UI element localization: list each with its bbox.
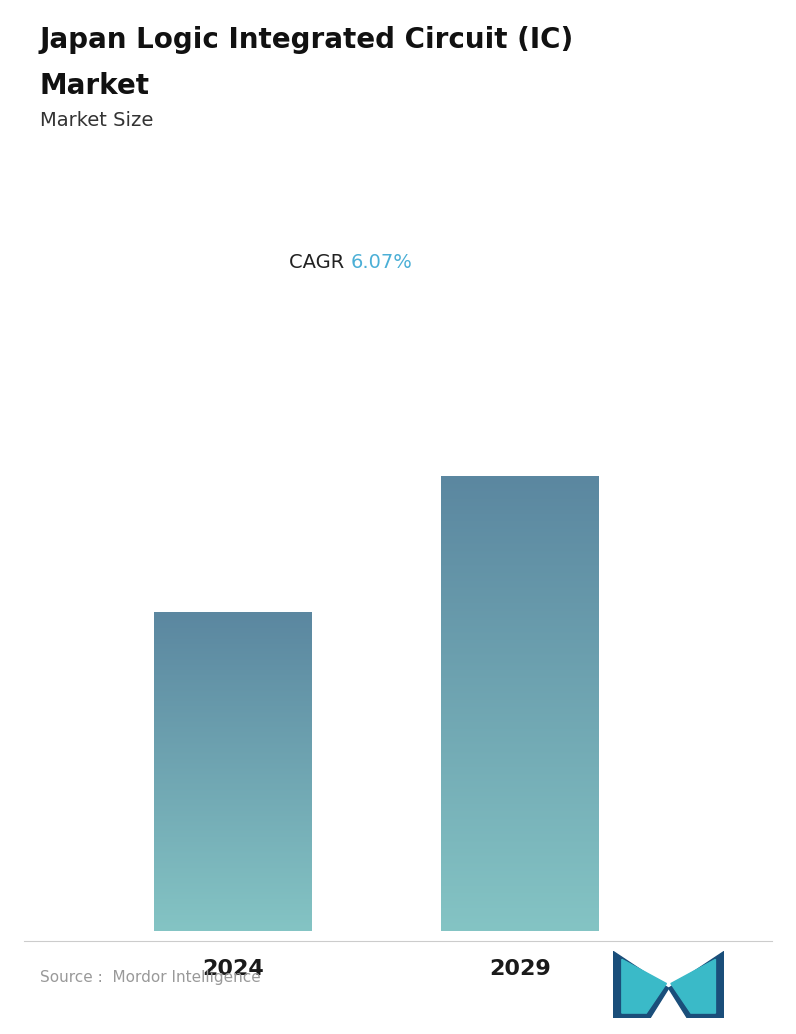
Text: Japan Logic Integrated Circuit (IC): Japan Logic Integrated Circuit (IC) <box>40 26 574 54</box>
Polygon shape <box>622 960 666 1013</box>
Text: Market Size: Market Size <box>40 111 153 129</box>
Polygon shape <box>669 951 724 1018</box>
Polygon shape <box>671 960 716 1013</box>
Text: 6.07%: 6.07% <box>350 253 412 272</box>
Text: CAGR: CAGR <box>289 253 350 272</box>
Text: Source :  Mordor Intelligence: Source : Mordor Intelligence <box>40 970 260 984</box>
Text: 2024: 2024 <box>202 960 264 979</box>
Text: 2029: 2029 <box>489 960 551 979</box>
Polygon shape <box>613 951 669 1018</box>
Text: Market: Market <box>40 72 150 100</box>
